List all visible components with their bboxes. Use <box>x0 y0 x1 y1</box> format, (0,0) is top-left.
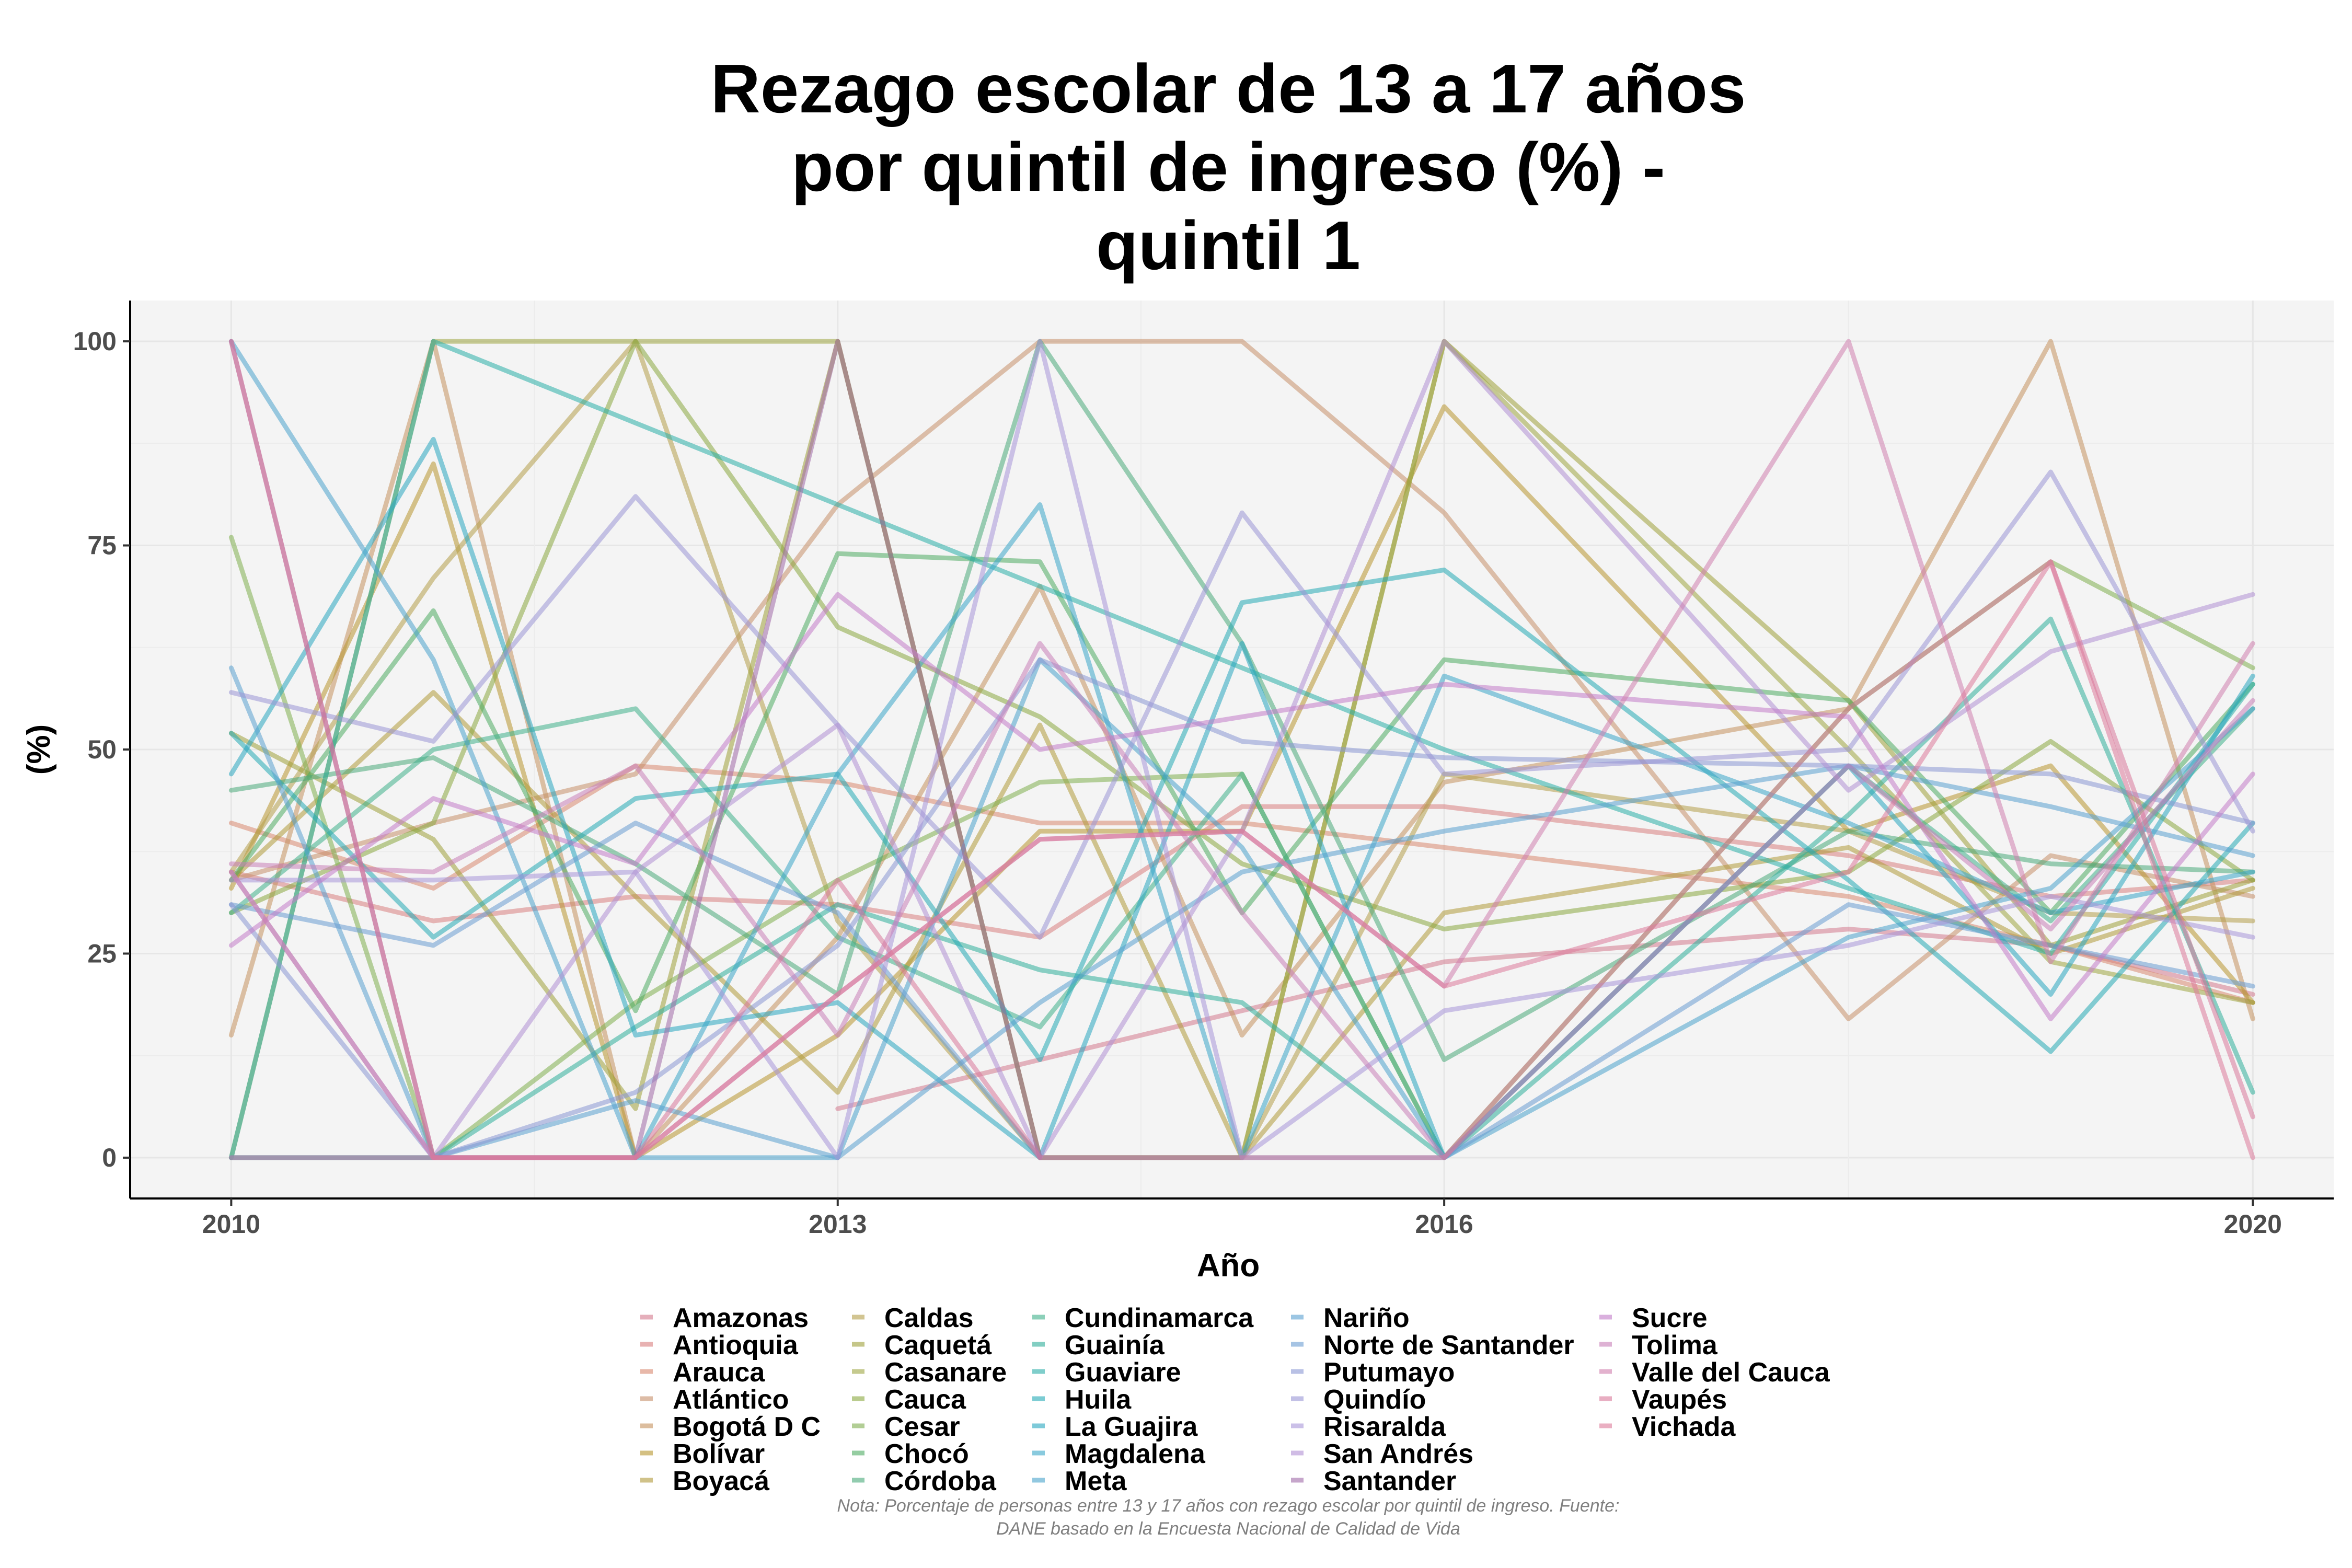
legend-label: Valle del Cauca <box>1632 1357 1830 1388</box>
legend-label: Guainía <box>1065 1330 1165 1361</box>
series-line-atl-ntico <box>228 339 2255 1021</box>
legend-label: Putumayo <box>1323 1357 1455 1388</box>
legend-label: Cundinamarca <box>1065 1303 1254 1333</box>
legend-item: Chocó <box>852 1439 969 1469</box>
legend-item: Guainía <box>1032 1330 1165 1361</box>
legend-item: Cauca <box>852 1385 966 1415</box>
legend-label: Chocó <box>884 1439 969 1469</box>
legend-item: Meta <box>1032 1466 1127 1496</box>
y-tick-label: 25 <box>87 939 117 968</box>
chart-title: Rezago escolar de 13 a 17 años por quint… <box>711 50 1746 284</box>
legend-label: Magdalena <box>1065 1439 1206 1469</box>
legend-item: Quindío <box>1291 1385 1426 1415</box>
legend-item: Cundinamarca <box>1032 1303 1254 1333</box>
legend-label: Córdoba <box>884 1466 997 1496</box>
legend-item: Boyacá <box>640 1466 770 1496</box>
y-axis-ticks: 0 25 50 75 100 <box>73 327 130 1172</box>
x-tick-label: 2013 <box>809 1209 867 1239</box>
chart-title-line-2: por quintil de ingreso (%) - <box>791 129 1665 205</box>
legend-label: Quindío <box>1323 1385 1426 1415</box>
legend-label: Bogotá D C <box>673 1412 821 1442</box>
series-line-bogot-d-c <box>228 339 2255 1160</box>
legend-item: Putumayo <box>1291 1357 1455 1388</box>
legend-item: Magdalena <box>1032 1439 1206 1469</box>
legend-item: Guaviare <box>1032 1357 1181 1388</box>
source-note-line-2: DANE basado en la Encuesta Nacional de C… <box>996 1519 1460 1539</box>
legend-label: La Guajira <box>1065 1412 1198 1442</box>
legend-item: La Guajira <box>1032 1412 1198 1442</box>
x-tick-label: 2020 <box>2224 1209 2282 1239</box>
legend-label: Santander <box>1323 1466 1456 1496</box>
legend-label: Risaralda <box>1323 1412 1446 1442</box>
legend-item: Vichada <box>1599 1412 1736 1442</box>
series-line-putumayo <box>228 657 2255 1160</box>
chart-title-line-1: Rezago escolar de 13 a 17 años <box>711 50 1746 127</box>
x-axis-ticks: 2010 2013 2016 2020 <box>202 1198 2282 1239</box>
y-tick-label: 75 <box>87 531 117 560</box>
legend-label: Cauca <box>884 1385 966 1415</box>
legend-label: Meta <box>1065 1466 1127 1496</box>
legend-item: Sucre <box>1599 1303 1708 1333</box>
series-line-quind-o <box>228 469 2255 940</box>
series-line-boyac- <box>228 690 2255 1160</box>
legend-label: Casanare <box>884 1357 1007 1388</box>
series-lines <box>228 339 2255 1160</box>
legend-item: Santander <box>1291 1466 1456 1496</box>
source-note-line-1: Nota: Porcentaje de personas entre 13 y … <box>837 1496 1620 1516</box>
legend-label: Cesar <box>884 1412 960 1442</box>
series-line-vichada <box>228 339 2255 1160</box>
legend-item: Casanare <box>852 1357 1007 1388</box>
series-line-risaralda <box>228 339 2255 1160</box>
legend-label: Vaupés <box>1632 1385 1727 1415</box>
legend-item: Arauca <box>640 1357 765 1388</box>
legend-item: Bogotá D C <box>640 1412 821 1442</box>
legend-label: San Andrés <box>1323 1439 1473 1469</box>
legend-item: Tolima <box>1599 1330 1718 1361</box>
series-line-tolima <box>228 641 2255 1160</box>
y-tick-label: 100 <box>73 327 117 356</box>
x-tick-label: 2016 <box>1415 1209 1473 1239</box>
legend-item: San Andrés <box>1291 1439 1473 1469</box>
y-axis-title: (%) <box>21 724 57 775</box>
legend-label: Sucre <box>1632 1303 1708 1333</box>
legend-item: Huila <box>1032 1385 1132 1415</box>
legend-label: Huila <box>1065 1385 1132 1415</box>
legend-item: Vaupés <box>1599 1385 1727 1415</box>
series-line-sucre <box>228 592 2255 1021</box>
legend-item: Atlántico <box>640 1385 789 1415</box>
x-tick-label: 2010 <box>202 1209 260 1239</box>
legend-label: Atlántico <box>673 1385 789 1415</box>
legend-item: Antioquia <box>640 1330 799 1361</box>
legend-label: Tolima <box>1632 1330 1718 1361</box>
series-line-la-guajira <box>228 437 2255 1160</box>
legend-label: Bolívar <box>673 1439 765 1469</box>
legend-label: Vichada <box>1632 1412 1736 1442</box>
legend-item: Valle del Cauca <box>1599 1357 1830 1388</box>
legend-label: Boyacá <box>673 1466 770 1496</box>
legend-item: Norte de Santander <box>1291 1330 1574 1361</box>
legend-item: Caquetá <box>852 1330 992 1361</box>
legend-item: Bolívar <box>640 1439 765 1469</box>
legend-item: Caldas <box>852 1303 974 1333</box>
x-axis-title: Año <box>1197 1248 1260 1284</box>
legend-label: Guaviare <box>1065 1357 1181 1388</box>
legend-label: Antioquia <box>673 1330 799 1361</box>
legend-label: Norte de Santander <box>1323 1330 1574 1361</box>
legend-item: Amazonas <box>640 1303 809 1333</box>
series-line-nari-o <box>228 665 2255 1160</box>
legend-item: Nariño <box>1291 1303 1410 1333</box>
y-tick-label: 50 <box>87 735 117 764</box>
y-tick-label: 0 <box>102 1143 117 1172</box>
legend-label: Caldas <box>884 1303 974 1333</box>
legend-label: Nariño <box>1323 1303 1410 1333</box>
legend-item: Risaralda <box>1291 1412 1446 1442</box>
legend-label: Arauca <box>673 1357 765 1388</box>
legend-label: Amazonas <box>673 1303 809 1333</box>
legend-item: Cesar <box>852 1412 960 1442</box>
legend-item: Córdoba <box>852 1466 997 1496</box>
legend-label: Caquetá <box>884 1330 992 1361</box>
chart-title-line-3: quintil 1 <box>1096 207 1361 284</box>
